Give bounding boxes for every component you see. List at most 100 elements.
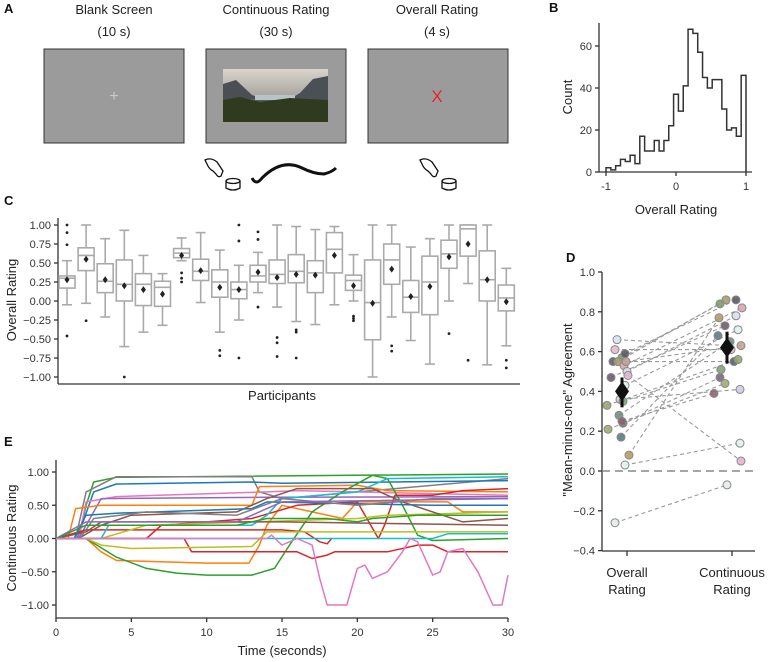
outlier-point <box>218 349 222 352</box>
continuous-point <box>716 365 726 375</box>
rating-line-18 <box>56 501 508 540</box>
outlier-point <box>180 280 184 284</box>
continuous-mean-marker <box>720 337 734 358</box>
continuous-point <box>731 295 741 305</box>
box-participant-10 <box>230 223 248 360</box>
y-tick-label: 0.4 <box>580 386 595 398</box>
continuous-point <box>709 388 719 398</box>
y-tick-label: −0.2 <box>573 506 595 518</box>
mean-marker <box>389 265 395 273</box>
panel-e-lines: E Continuous Rating Time (seconds) 1.00 0… <box>4 434 514 658</box>
y-tick-label: 0.50 <box>28 500 49 512</box>
box-participant-21 <box>440 224 458 336</box>
overall-point <box>603 424 613 434</box>
mean-marker <box>503 298 509 306</box>
overall-point <box>623 370 633 380</box>
overall-point <box>610 345 620 355</box>
fixation-cross-icon: + <box>109 88 118 105</box>
y-tick-label: 0.8 <box>580 307 595 319</box>
x-tick-label-line1: Overall <box>606 565 647 580</box>
panel-b-histogram: B Count Overall Rating 0 20 40 60 -1 0 1 <box>549 0 752 217</box>
x-tick-label: 20 <box>351 627 363 639</box>
x-tick-label: 25 <box>427 627 439 639</box>
overall-point <box>610 518 620 528</box>
landscape-photo <box>223 69 328 122</box>
outlier-point <box>218 354 222 358</box>
mean-marker <box>160 290 165 298</box>
box-participant-18 <box>382 224 401 353</box>
mean-marker <box>236 286 242 294</box>
mean-marker <box>312 271 318 279</box>
rating-line-21 <box>55 514 508 540</box>
pair-connector <box>621 392 715 422</box>
continuous-point <box>733 325 743 335</box>
continuous-point <box>721 295 731 305</box>
rating-line-14 <box>56 475 509 540</box>
y-tick-label: 0.75 <box>30 239 51 251</box>
box-participant-16 <box>344 253 363 323</box>
x-tick-label-line1: Continuous <box>699 565 765 580</box>
box-participant-13 <box>287 225 306 360</box>
x-tick-label: 0 <box>673 181 679 193</box>
outlier-point <box>237 239 241 243</box>
outlier-point <box>84 319 88 323</box>
box-participant-23 <box>478 224 497 366</box>
y-axis-label: Overall Rating <box>4 259 19 341</box>
box-participant-12 <box>268 224 286 358</box>
outlier-point <box>256 230 260 234</box>
box-participant-19 <box>401 246 420 342</box>
pair-connector <box>627 375 742 462</box>
overall-point <box>606 372 616 382</box>
mean-marker <box>64 276 70 284</box>
outlier-point <box>504 366 508 370</box>
x-tick-label: 0 <box>53 627 59 639</box>
mean-marker <box>465 240 471 248</box>
rating-line-16 <box>56 487 509 540</box>
box-iqr <box>382 243 401 286</box>
overall-point <box>617 416 627 426</box>
pair-connector <box>616 339 730 347</box>
outlier-point <box>180 276 184 280</box>
rating-line-20 <box>55 497 509 540</box>
screen-title-blank: Blank Screen <box>75 2 152 17</box>
continuous-point <box>720 321 730 331</box>
panel-c-boxplot: C Overall Rating Participants 1.00 0.75 0.… <box>4 193 520 403</box>
panel-label-d: D <box>566 250 575 265</box>
x-tick-label: 15 <box>276 627 288 639</box>
y-tick-label: 0.25 <box>30 277 51 289</box>
y-tick-label: 0 <box>586 167 592 179</box>
mean-marker <box>83 255 89 263</box>
continuous-point <box>736 341 746 351</box>
y-tick-label: 0.6 <box>580 347 595 359</box>
box-participant-17 <box>363 224 382 378</box>
outlier-point <box>352 314 355 318</box>
outlier-point <box>390 344 394 348</box>
box-iqr <box>478 250 497 302</box>
box-participant-7 <box>172 237 191 284</box>
continuous-point <box>720 378 730 388</box>
box-participant-11 <box>249 230 267 309</box>
y-tick-label: −0.75 <box>23 353 51 365</box>
panel-label-c: C <box>4 193 14 208</box>
screen-duration-overall: (4 s) <box>424 24 450 39</box>
mean-marker <box>293 270 299 278</box>
outlier-point <box>65 334 69 338</box>
panel-label-a: A <box>4 1 14 16</box>
x-tick-label-line2: Rating <box>713 582 751 597</box>
mean-marker <box>121 282 127 290</box>
panel-a: A Blank Screen (10 s) Continuous Rating … <box>4 1 509 191</box>
mean-marker <box>274 273 280 281</box>
x-tick-label: 10 <box>201 627 213 639</box>
box-participant-9 <box>211 249 229 358</box>
overall-point <box>621 357 631 367</box>
continuous-point <box>737 303 747 313</box>
box-participant-20 <box>421 237 439 365</box>
y-axis-label: Continuous Rating <box>4 485 19 592</box>
box-participant-1 <box>58 223 76 338</box>
panel-label-b: B <box>549 0 558 15</box>
mean-marker <box>255 268 261 276</box>
outlier-point <box>275 355 279 358</box>
hand-dial-icon <box>419 158 457 191</box>
box-iqr <box>115 259 134 302</box>
overall-mean-marker <box>615 381 629 402</box>
